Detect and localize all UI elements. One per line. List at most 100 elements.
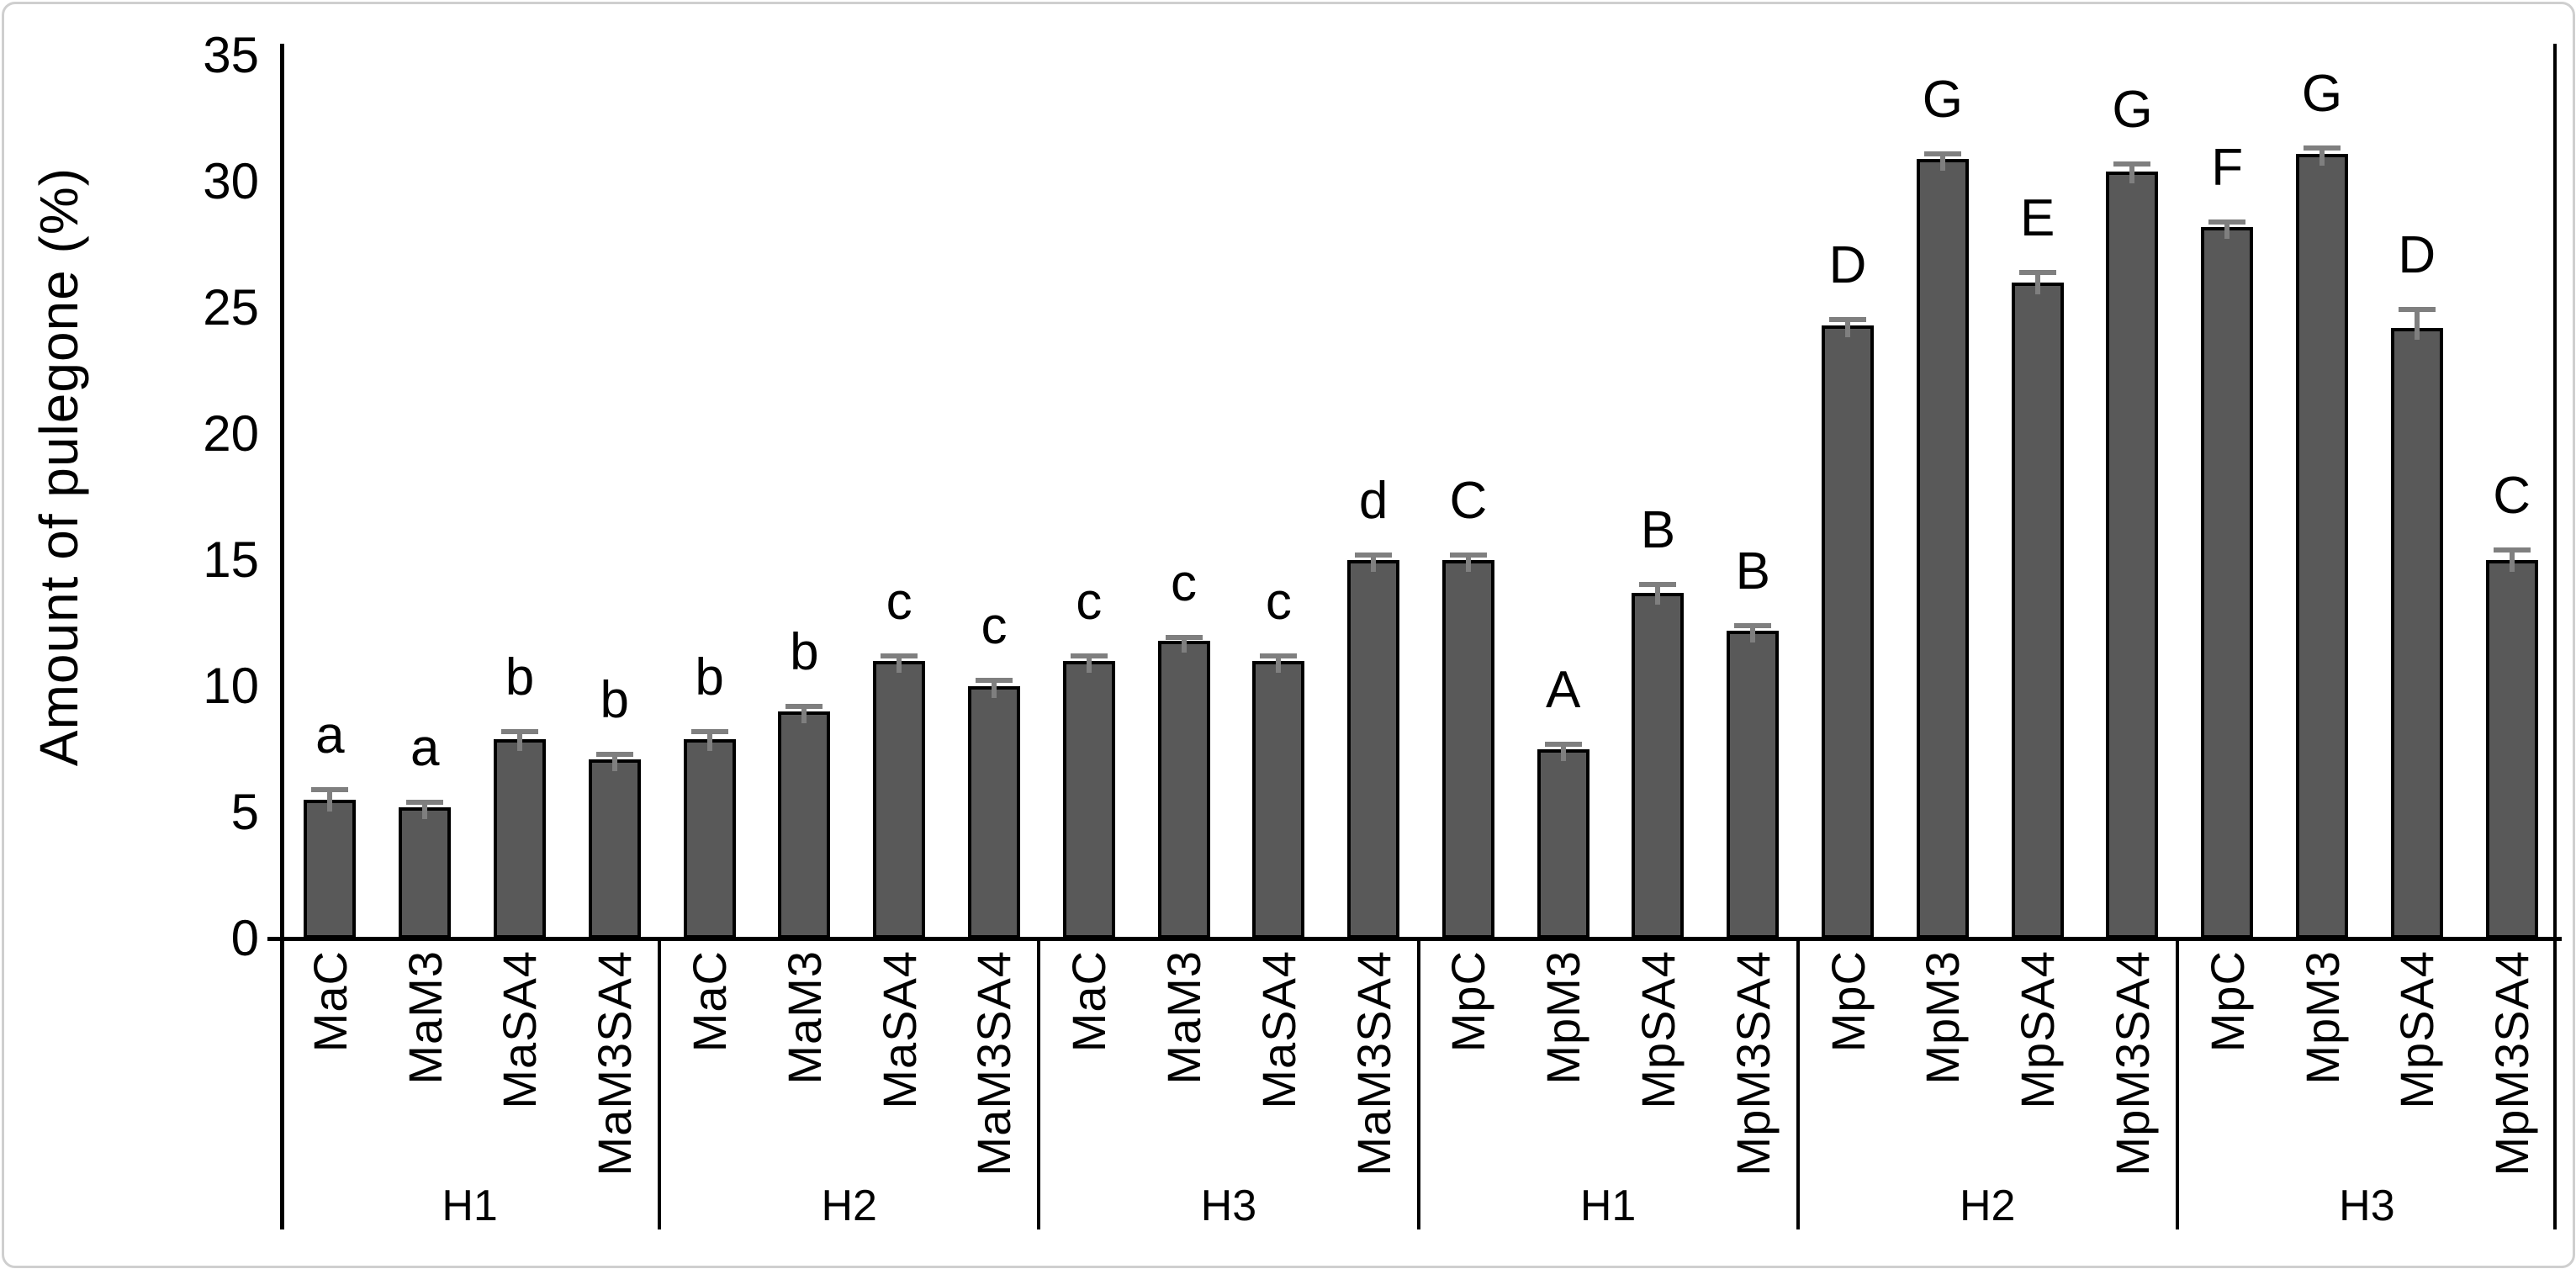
- error-bar-cap: [975, 677, 1013, 683]
- category-label-text: MpC: [2200, 950, 2254, 1053]
- category-label-text: MpM3: [1537, 950, 1590, 1085]
- error-bar-cap: [595, 752, 633, 757]
- bar-MpM3SA4-H1-g3: [1727, 631, 1780, 939]
- y-tick-label: 10: [203, 658, 259, 714]
- group-label: H1: [442, 1182, 498, 1230]
- error-bar-whisker: [2129, 161, 2135, 183]
- y-tick-label: 30: [203, 153, 259, 209]
- error-bar-whisker: [422, 800, 428, 819]
- significance-letter: G: [2301, 64, 2343, 123]
- y-tick-label: 20: [203, 405, 259, 462]
- error-bar-whisker: [1371, 553, 1377, 572]
- bar-MaM3SA4-H3-g2: [1347, 560, 1400, 939]
- bar-MpSA4-H3-g5: [2390, 328, 2443, 939]
- significance-letter: D: [1828, 235, 1867, 294]
- error-bar-whisker: [706, 729, 712, 751]
- significance-letter: D: [2398, 225, 2436, 284]
- significance-letter: b: [505, 648, 535, 706]
- significance-letter: F: [2211, 139, 2244, 197]
- significance-letter: b: [600, 671, 629, 729]
- error-bar-whisker: [1465, 553, 1471, 572]
- error-bar-whisker: [611, 752, 617, 771]
- y-tick-label: 0: [230, 910, 259, 966]
- group-separator-line: [1416, 939, 1420, 1229]
- bar-MpC-H2-g4: [1822, 325, 1875, 939]
- bar-MpM3-H2-g4: [1916, 159, 1969, 939]
- significance-letter: b: [790, 623, 819, 681]
- bar-MaC-H2-g1: [683, 739, 736, 939]
- bar-MaM3SA4-H2-g1: [967, 686, 1020, 939]
- category-label-text: MaM3: [777, 950, 831, 1085]
- error-bar-whisker: [2034, 270, 2040, 294]
- significance-letter: c: [886, 573, 912, 631]
- category-label-text: MpC: [1821, 950, 1875, 1053]
- error-bar-whisker: [1845, 316, 1851, 337]
- x-axis-line: [267, 937, 2562, 941]
- error-bar-cap: [1639, 581, 1677, 587]
- bar-MpC-H1-g3: [1441, 560, 1494, 939]
- error-bar-cap: [311, 787, 349, 792]
- significance-letter: G: [1922, 71, 1963, 129]
- error-bar-cap: [785, 704, 823, 709]
- bar-MaSA4-H2-g1: [873, 661, 926, 939]
- error-bar-cap: [1923, 151, 1961, 156]
- error-bar-whisker: [1086, 653, 1092, 673]
- error-bar-whisker: [897, 653, 902, 673]
- category-label-text: MaM3: [398, 950, 452, 1085]
- group-label: H3: [2339, 1182, 2395, 1230]
- category-label-text: MpM3: [1916, 950, 1970, 1085]
- error-bar-cap: [1544, 742, 1582, 747]
- category-label-text: MaSA4: [872, 950, 926, 1109]
- error-bar-cap: [500, 729, 538, 734]
- significance-letter: B: [1640, 500, 1676, 559]
- group-separator-line: [658, 939, 662, 1229]
- significance-letter: C: [2493, 467, 2531, 525]
- bar-MpM3-H1-g3: [1537, 749, 1590, 939]
- y-tick-label: 25: [203, 279, 259, 336]
- category-label-text: MaC: [303, 950, 357, 1053]
- group-separator-line: [1796, 939, 1800, 1229]
- error-bar-cap: [1165, 634, 1203, 640]
- significance-letter: A: [1546, 661, 1581, 719]
- significance-letter: a: [410, 719, 440, 777]
- group-separator-line: [1037, 939, 1041, 1229]
- group-label: H1: [1579, 1182, 1637, 1230]
- bar-MpM3SA4-H3-g5: [2485, 560, 2538, 939]
- significance-letter: c: [1076, 573, 1103, 631]
- group-separator-line: [2175, 939, 2179, 1229]
- error-bar-whisker: [1655, 581, 1661, 605]
- bar-MpSA4-H1-g3: [1632, 593, 1685, 939]
- category-label-text: MpC: [1441, 950, 1495, 1053]
- error-bar-whisker: [1276, 653, 1282, 673]
- bar-MaSA4-H1-g0: [493, 739, 546, 939]
- error-bar-cap: [2113, 161, 2151, 167]
- significance-letter: B: [1735, 542, 1770, 600]
- category-label-text: MaM3SA4: [588, 950, 642, 1176]
- category-label-text: MaM3: [1157, 950, 1211, 1085]
- bar-MpSA4-H2-g4: [2011, 283, 2064, 939]
- error-bar-cap: [406, 800, 444, 805]
- group-label: H2: [821, 1182, 877, 1230]
- bar-MaM3SA4-H1-g0: [588, 759, 641, 939]
- category-label-text: MaM3SA4: [1346, 950, 1400, 1176]
- error-bar-cap: [1829, 316, 1867, 322]
- error-bar-whisker: [2319, 145, 2325, 166]
- category-label-text: MaSA4: [493, 950, 547, 1109]
- error-bar-cap: [2398, 306, 2436, 312]
- error-bar-whisker: [1181, 634, 1187, 653]
- category-label-text: MpSA4: [2390, 950, 2444, 1109]
- bar-MpC-H3-g5: [2201, 227, 2254, 939]
- error-bar-whisker: [1560, 742, 1566, 761]
- category-label-text: MpM3SA4: [2105, 950, 2159, 1176]
- error-bar-cap: [1070, 653, 1108, 658]
- error-bar-whisker: [1750, 623, 1756, 642]
- error-bar-cap: [2493, 547, 2531, 553]
- category-label-text: MpSA4: [2011, 950, 2065, 1109]
- group-label: H3: [1200, 1182, 1257, 1230]
- error-bar-whisker: [2509, 547, 2515, 572]
- bar-MaM3-H3-g2: [1157, 641, 1210, 939]
- error-bar-whisker: [327, 787, 333, 812]
- group-label: H2: [1959, 1182, 2016, 1230]
- error-bar-whisker: [516, 729, 522, 751]
